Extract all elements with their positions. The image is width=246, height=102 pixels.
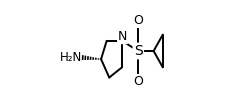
Text: H₂N: H₂N [60,51,82,64]
Text: N: N [118,30,127,43]
Text: O: O [133,14,143,27]
Text: S: S [134,44,143,58]
Text: O: O [133,75,143,88]
